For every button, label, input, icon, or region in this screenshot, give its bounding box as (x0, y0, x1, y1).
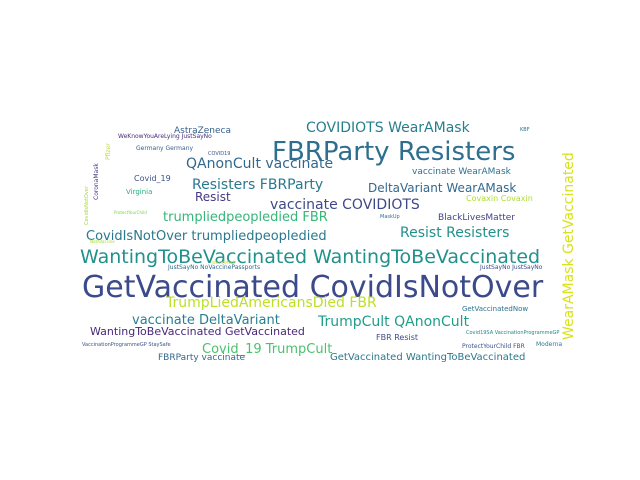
word-qanoncult-vaccinate: QAnonCult vaccinate (186, 156, 333, 172)
word-covidisnotover-vertical: CovidIsNotOver (84, 185, 90, 225)
word-vaccinate-deltavariant: vaccinate DeltaVariant (132, 313, 280, 328)
word-getvaccinatednow: GetVaccinatedNow (462, 305, 528, 313)
word-covidisnotover-trumpliedpeopledied: CovidIsNotOver trumpliedpeopledied (86, 229, 327, 244)
word-justsayno-novaccinepassports: JustSayNo NoVaccinePassports (167, 264, 260, 271)
word-covid19-trumpcult: Covid_19 TrumpCult (202, 342, 332, 357)
word-maskup: MaskUp (380, 214, 400, 220)
word-coronamask-vertical: CoronaMask (93, 163, 100, 200)
word-covid19sa-vaccinationprogrammegp: Covid19SA VaccinationProgrammeGP (466, 330, 559, 336)
word-vaccinate-covidiots: vaccinate COVIDIOTS (270, 197, 420, 213)
word-resist: Resist (195, 190, 231, 204)
word-resist-resisters: Resist Resisters (400, 225, 509, 241)
word-pfizer-vertical: Pfizer (105, 143, 112, 160)
word-trumpcult-qanoncult: TrumpCult QAnonCult (317, 314, 470, 330)
word-wanting-wanting: WantingToBeVaccinated WantingToBeVaccina… (80, 246, 540, 268)
word-astrazeneca: AstraZeneca (174, 126, 231, 136)
word-wanting-getvaccinated: WantingToBeVaccinated GetVaccinated (90, 325, 305, 338)
word-weknowyouarelying-justsayno: WeKnowYouAreLying JustSayNo (118, 133, 212, 140)
word-justsayno-justsayno: JustSayNo JustSayNo (479, 264, 543, 271)
word-vaccinationprogrammegp-staysafe: VaccinationProgrammeGP StaySafe (82, 342, 171, 348)
word-wearamask-getvaccinated-vertical: WearAMask GetVaccinated (561, 152, 577, 340)
word-wearamask-small: WearAMask (212, 260, 236, 265)
word-covid19: Covid_19 (134, 174, 171, 183)
word-vaccinate-wearamask: vaccinate WearAMask (412, 167, 512, 177)
word-protectyourchild-fbr: ProtectYourChild FBR (462, 343, 525, 350)
word-fbr-resist: FBR Resist (376, 333, 418, 342)
word-kbf: KBF (520, 127, 530, 133)
word-trumpliedamericansdied-fbr: TrumpLiedAmericansDied FBR (165, 295, 377, 311)
word-virginia: Virginia (126, 188, 152, 196)
word-covid19-small: COVID19 (208, 151, 230, 157)
word-getvaccinated-covidisnotover: GetVaccinated CovidIsNotOver (82, 270, 544, 305)
word-notavaccine: NotAVaccine (90, 239, 115, 244)
word-covidiots-wearamask: COVIDIOTS WearAMask (306, 120, 471, 136)
word-fbrparty-resisters: FBRParty Resisters (272, 137, 515, 167)
word-resisters-fbrparty: Resisters FBRParty (192, 177, 323, 193)
word-germany-germany: Germany Germany (136, 145, 194, 152)
word-trumpliedpeopledied-fbr: trumpliedpeopledied FBR (163, 210, 328, 225)
word-getvaccinated-wanting: GetVaccinated WantingToBeVaccinated (330, 352, 525, 363)
word-protectyourchild-small: ProtectYourChild (114, 210, 147, 215)
word-covaxin-covaxin: Covaxin Covaxin (466, 194, 533, 203)
word-moderna: Moderna (536, 341, 563, 348)
word-blacklivesmatter: BlackLivesMatter (438, 213, 515, 223)
word-deltavariant-wearamask: DeltaVariant WearAMask (368, 181, 516, 195)
word-fbrparty-vaccinate: FBRParty vaccinate (158, 353, 246, 363)
